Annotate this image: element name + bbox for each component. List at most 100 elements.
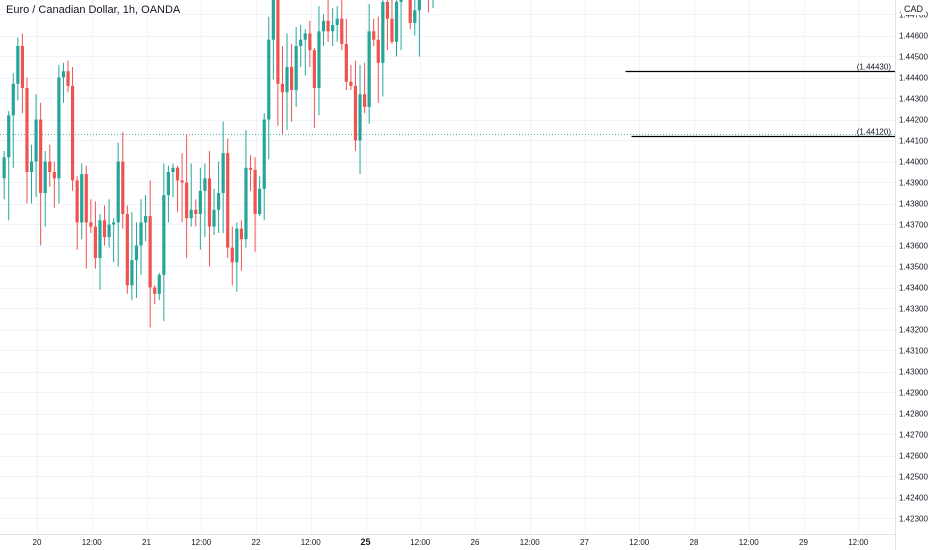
candle-body bbox=[198, 190, 202, 214]
price-tick-label: 1.42600 bbox=[899, 452, 928, 461]
candle-body bbox=[385, 1, 389, 19]
time-tick-label: 27 bbox=[580, 538, 589, 547]
candle-body bbox=[239, 228, 243, 240]
candle-body bbox=[271, 0, 275, 40]
price-tick-label: 1.43600 bbox=[899, 242, 928, 251]
time-tick-label: 12:00 bbox=[848, 538, 869, 547]
time-axis[interactable]: 20 12:00 21 12:00 22 12:00 25 12:00 26 12:00 27 12:… bbox=[0, 534, 895, 548]
candle-body bbox=[226, 153, 230, 248]
currency-badge[interactable]: CAD bbox=[900, 3, 926, 15]
price-tick-label: 1.43500 bbox=[899, 263, 928, 272]
price-tick-label: 1.43200 bbox=[899, 326, 928, 335]
chart-title: Euro / Canadian Dollar, 1h, OANDA bbox=[6, 4, 181, 16]
candle-body bbox=[413, 10, 417, 23]
candle-body bbox=[70, 85, 75, 181]
candle-body bbox=[207, 178, 212, 227]
time-tick-label: 26 bbox=[471, 538, 480, 547]
time-tick-label: 12:00 bbox=[629, 538, 650, 547]
candle-body bbox=[34, 119, 38, 162]
candle-body bbox=[212, 209, 216, 227]
candle-body bbox=[203, 178, 207, 191]
time-tick-label: 28 bbox=[690, 538, 699, 547]
candle-body bbox=[362, 94, 367, 107]
candle-body bbox=[285, 67, 289, 93]
time-tick-label: 12:00 bbox=[410, 538, 431, 547]
level-label: (1.44430) bbox=[857, 63, 892, 72]
candle-body bbox=[294, 46, 298, 91]
candle-body bbox=[253, 169, 257, 214]
candle-body bbox=[25, 88, 29, 172]
candle-body bbox=[390, 18, 394, 42]
candle-body bbox=[372, 31, 376, 40]
candle-body bbox=[84, 174, 88, 223]
candle-body bbox=[194, 209, 198, 214]
candle-body bbox=[143, 216, 148, 223]
candle-body bbox=[235, 228, 239, 263]
candle-body bbox=[29, 161, 34, 172]
candle-body bbox=[331, 25, 335, 32]
price-tick-label: 1.43700 bbox=[899, 221, 928, 230]
candle-body bbox=[125, 214, 129, 286]
candle-body bbox=[417, 0, 421, 11]
price-tick-label: 1.42500 bbox=[899, 473, 928, 482]
level-label: (1.44120) bbox=[857, 128, 892, 137]
time-tick-label: 29 bbox=[799, 538, 808, 547]
candle-body bbox=[185, 182, 189, 219]
candle-body bbox=[20, 46, 24, 88]
price-tick-label: 1.43300 bbox=[899, 305, 928, 314]
candle-body bbox=[381, 1, 385, 63]
candle-body bbox=[399, 0, 403, 2]
candle-body bbox=[57, 77, 61, 179]
price-tick-label: 1.42700 bbox=[899, 431, 928, 440]
candle-body bbox=[2, 157, 6, 179]
candle-body bbox=[335, 18, 339, 25]
time-tick-label: 12:00 bbox=[739, 538, 760, 547]
candle-body bbox=[262, 119, 266, 189]
horizontal-levels[interactable]: (1.44430) (1.44120) bbox=[625, 63, 895, 138]
price-tick-label: 1.44700 bbox=[899, 11, 928, 20]
candle-body bbox=[267, 39, 271, 120]
candle-body bbox=[48, 161, 52, 172]
grid bbox=[0, 0, 895, 534]
price-tick-label: 1.44500 bbox=[899, 53, 928, 62]
candle-body bbox=[66, 71, 70, 86]
candle-body bbox=[376, 39, 380, 63]
candle-body bbox=[321, 20, 326, 32]
candle-body bbox=[312, 50, 316, 88]
candle-body bbox=[80, 174, 84, 223]
price-tick-label: 1.42900 bbox=[899, 389, 928, 398]
candle-body bbox=[148, 216, 152, 288]
candle-body bbox=[408, 0, 412, 23]
candle-body bbox=[39, 119, 43, 193]
candle-body bbox=[367, 31, 371, 107]
candle-body bbox=[162, 195, 166, 275]
candle-body bbox=[317, 31, 321, 88]
candle-body bbox=[258, 188, 262, 214]
price-tick-label: 1.44600 bbox=[899, 32, 928, 41]
price-axis[interactable]: 1.44700 1.44600 1.44500 1.44400 1.44300 1.442… bbox=[895, 0, 929, 550]
candle-body bbox=[43, 161, 47, 193]
candle-body bbox=[344, 43, 348, 82]
price-tick-label: 1.44300 bbox=[899, 95, 928, 104]
candle-body bbox=[340, 18, 344, 44]
price-tick-label: 1.42800 bbox=[899, 410, 928, 419]
price-tick-label: 1.42400 bbox=[899, 494, 928, 503]
candle-body bbox=[121, 161, 125, 214]
candle-body bbox=[166, 172, 170, 196]
candle-body bbox=[134, 245, 139, 261]
candle-body bbox=[75, 180, 79, 223]
candle-body bbox=[153, 287, 157, 294]
candle-body bbox=[308, 33, 312, 51]
time-tick-label: 20 bbox=[33, 538, 42, 547]
price-tick-label: 1.43900 bbox=[899, 179, 928, 188]
candle-body bbox=[349, 81, 353, 86]
price-tick-label: 1.44400 bbox=[899, 74, 928, 83]
candle-body bbox=[276, 0, 280, 84]
candle-body bbox=[171, 167, 175, 172]
candle-body bbox=[89, 222, 93, 227]
candle-body bbox=[98, 220, 102, 259]
price-tick-label: 1.44200 bbox=[899, 116, 928, 125]
candle-body bbox=[116, 161, 120, 223]
